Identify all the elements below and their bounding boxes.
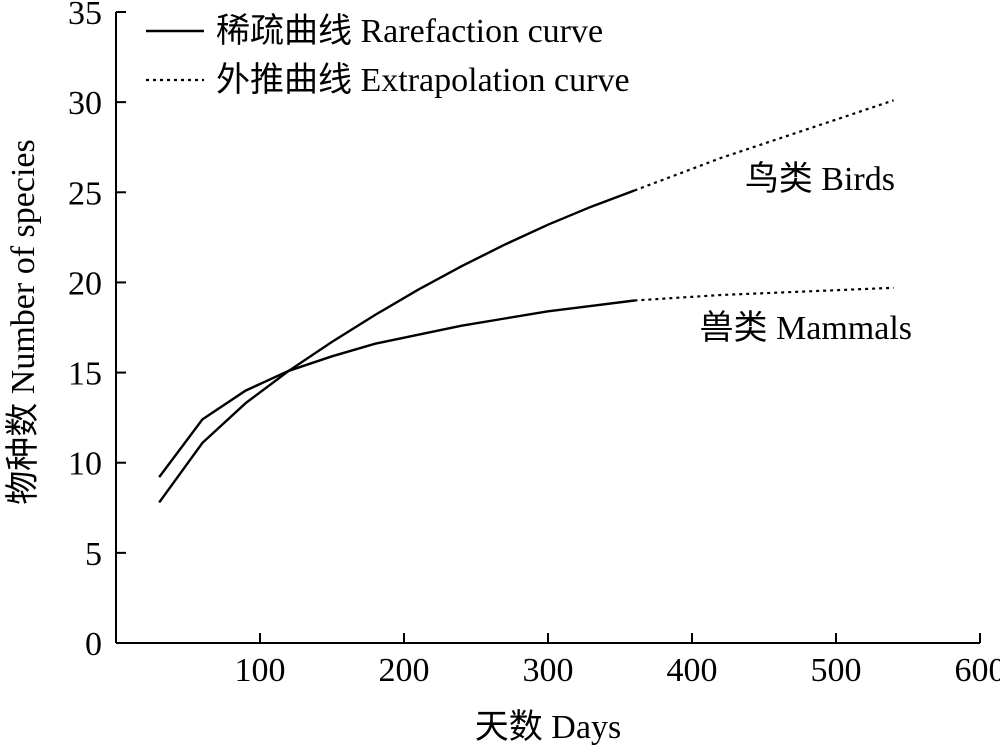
y-tick-label: 5 [85, 536, 102, 573]
legend: 稀疏曲线 Rarefaction curve 外推曲线 Extrapolation… [146, 12, 630, 99]
mammals-extrapolation-line [634, 286, 894, 302]
y-tick-label: 10 [68, 446, 102, 483]
y-tick-label: 0 [85, 626, 102, 663]
ticks: 0 5 10 15 20 25 30 35 100 200 300 400 500 600 [68, 0, 1000, 689]
x-axis-title: 天数 Days [475, 708, 621, 746]
y-axis-title: 物种数 Number of species [4, 139, 42, 504]
y-tick-label: 20 [68, 265, 102, 302]
x-tick-label: 200 [379, 652, 430, 689]
series-labels: 鸟类 Birds 兽类 Mammals [700, 160, 912, 347]
birds-rarefaction-line [158, 189, 635, 504]
x-tick-label: 600 [955, 652, 1000, 689]
x-tick-label: 400 [667, 652, 718, 689]
x-tick-label: 100 [235, 652, 286, 689]
legend-entry-label: 稀疏曲线 Rarefaction curve [216, 12, 603, 50]
legend-entry-label: 外推曲线 Extrapolation curve [216, 61, 630, 99]
y-tick-label: 30 [68, 85, 102, 122]
birds-label: 鸟类 Birds [745, 160, 895, 198]
y-tick-label: 35 [68, 0, 102, 32]
mammals-rarefaction-line [158, 299, 635, 478]
x-tick-label: 500 [811, 652, 862, 689]
y-tick-label: 15 [68, 356, 102, 393]
mammals-label: 兽类 Mammals [700, 309, 912, 347]
y-tick-label: 25 [68, 175, 102, 212]
x-tick-label: 300 [523, 652, 574, 689]
series-lines [158, 99, 894, 504]
